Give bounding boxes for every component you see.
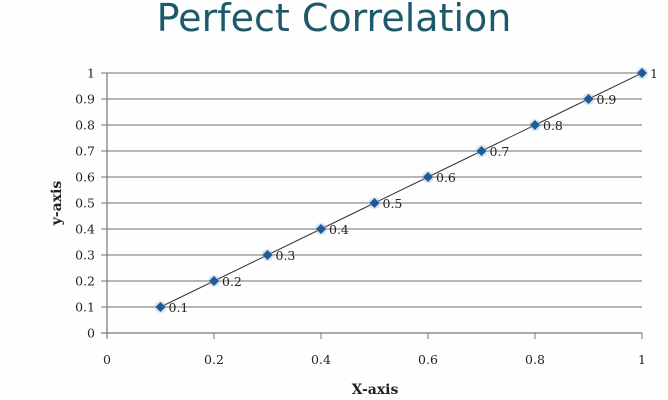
y-tick-label: 0.4	[75, 222, 95, 237]
data-label: 0.5	[383, 196, 403, 211]
x-tick-label: 0.8	[525, 352, 545, 367]
gridlines	[107, 72, 642, 308]
data-series: 0.1 0.2 0.3 0.4 0.5 0.6 0.7 0.8 0.9 1	[154, 66, 658, 315]
data-label: 0.8	[543, 118, 563, 133]
y-axis-title: y-axis	[49, 181, 65, 227]
y-tick-label: 0.1	[75, 300, 95, 315]
diamond-marker	[262, 250, 273, 260]
x-tick-label: 0	[103, 352, 111, 367]
diamond-marker	[155, 302, 166, 312]
data-label: 0.3	[276, 248, 296, 263]
diamond-marker	[209, 276, 219, 286]
diamond-marker	[423, 172, 433, 182]
trend-line	[160, 72, 643, 308]
data-label: 1	[650, 66, 658, 81]
x-tick-label: 0.4	[311, 352, 331, 367]
diamond-marker	[583, 94, 594, 104]
y-tick-label: 0.9	[75, 92, 95, 107]
x-tick-label: 1	[638, 352, 646, 367]
data-label: 0.2	[222, 274, 242, 289]
y-tick-label: 0	[87, 326, 95, 341]
diamond-marker	[316, 224, 326, 234]
x-tick-label: 0.2	[204, 352, 224, 367]
y-tick-labels: 0 0.1 0.2 0.3 0.4 0.5 0.6 0.7 0.8 0.9 1	[75, 66, 95, 341]
diamond-marker	[530, 120, 540, 130]
diamond-marker	[476, 146, 487, 156]
data-label: 0.7	[490, 144, 510, 159]
y-tick-label: 1	[87, 66, 95, 81]
y-tick-label: 0.3	[75, 248, 95, 263]
y-tick-label: 0.6	[75, 170, 95, 185]
data-label: 0.9	[597, 92, 617, 107]
data-label: 0.1	[169, 300, 189, 315]
y-tick-label: 0.5	[75, 196, 95, 211]
x-tick-labels: 0 0.2 0.4 0.6 0.8 1	[103, 352, 646, 367]
x-tick-label: 0.6	[418, 352, 438, 367]
y-tick-label: 0.2	[75, 274, 95, 289]
diamond-marker	[369, 198, 380, 208]
y-tick-label: 0.8	[75, 118, 95, 133]
axes	[101, 72, 643, 339]
chart-title: Perfect Correlation	[156, 0, 512, 40]
diamond-marker	[637, 68, 647, 78]
y-tick-label: 0.7	[75, 144, 95, 159]
data-label: 0.6	[436, 170, 456, 185]
x-axis-title: X-axis	[352, 382, 399, 398]
data-label: 0.4	[329, 222, 349, 237]
